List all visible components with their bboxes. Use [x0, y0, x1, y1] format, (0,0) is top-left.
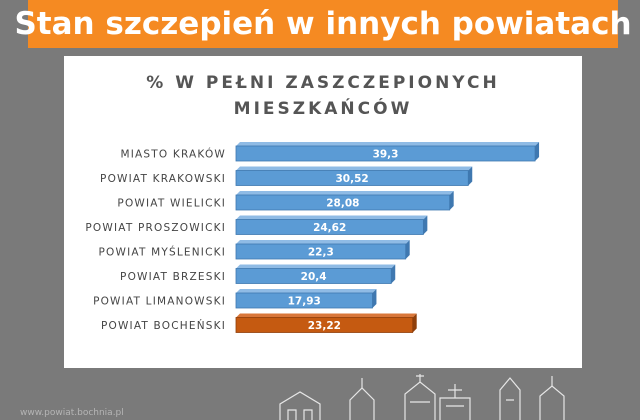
category-label: POWIAT BOCHEŃSKI: [101, 319, 226, 332]
bar-top-face: [236, 313, 417, 318]
bar-side-face: [468, 166, 473, 186]
bar: [235, 317, 414, 333]
category-label: POWIAT BRZESKI: [120, 271, 226, 283]
bar-side-face: [391, 264, 396, 284]
bar-top-face: [236, 142, 540, 146]
bar: [235, 243, 407, 260]
bar-value-label: 24,62: [313, 222, 346, 234]
bar-side-face: [372, 289, 377, 308]
bar-value-label: 39,3: [373, 149, 399, 161]
category-label: POWIAT LIMANOWSKI: [93, 296, 226, 308]
bar-top-face: [236, 166, 473, 171]
bar: [235, 219, 424, 235]
bar-side-face: [449, 191, 454, 210]
chart-title-line-2: MIESZKAŃCÓW: [233, 99, 413, 119]
chart-title-line-1: % W PEŁNI ZASZCZEPIONYCH: [146, 73, 500, 93]
header-banner: Stan szczepień w innych powiatach: [14, 0, 632, 48]
bar-top-face: [236, 191, 454, 195]
bar-value-label: 23,22: [308, 320, 341, 332]
bar-value-label: 22,3: [308, 247, 334, 259]
category-label: MIASTO KRAKÓW: [120, 148, 226, 161]
bar-top-face: [236, 240, 410, 244]
bar-side-face: [412, 313, 417, 333]
bar: [235, 145, 536, 162]
chart-panel: MIASTO KRAKÓW 39,3 POWIAT KRAKOWSKI 30,52 PO…: [64, 56, 582, 368]
category-label: POWIAT PROSZOWICKI: [85, 222, 226, 234]
bar-side-face: [423, 215, 428, 235]
category-label: POWIAT MYŚLENICKI: [99, 246, 226, 259]
bar-top-face: [236, 289, 377, 293]
bar-value-label: 17,93: [288, 296, 321, 308]
bar: [235, 170, 469, 186]
bar-value-label: 30,52: [336, 173, 369, 185]
bar-chart: MIASTO KRAKÓW 39,3 POWIAT KRAKOWSKI 30,52 PO…: [85, 142, 540, 333]
bar-side-face: [405, 240, 410, 259]
bar: [235, 194, 451, 211]
bar: [235, 292, 373, 309]
bar-value-label: 20,4: [301, 271, 327, 283]
bar: [235, 268, 392, 284]
banner-title: Stan szczepień w innych powiatach: [14, 6, 632, 42]
bar-top-face: [236, 215, 428, 220]
bar-side-face: [535, 142, 540, 161]
chart-title: % W PEŁNI ZASZCZEPIONYCH MIESZKAŃCÓW: [64, 70, 582, 122]
footer-url: www.powiat.bochnia.pl: [20, 408, 124, 418]
bar-top-face: [236, 264, 396, 269]
town-skyline-icon: [279, 374, 565, 420]
category-label: POWIAT WIELICKI: [117, 198, 226, 210]
bar-value-label: 28,08: [326, 198, 359, 210]
category-label: POWIAT KRAKOWSKI: [100, 173, 226, 185]
